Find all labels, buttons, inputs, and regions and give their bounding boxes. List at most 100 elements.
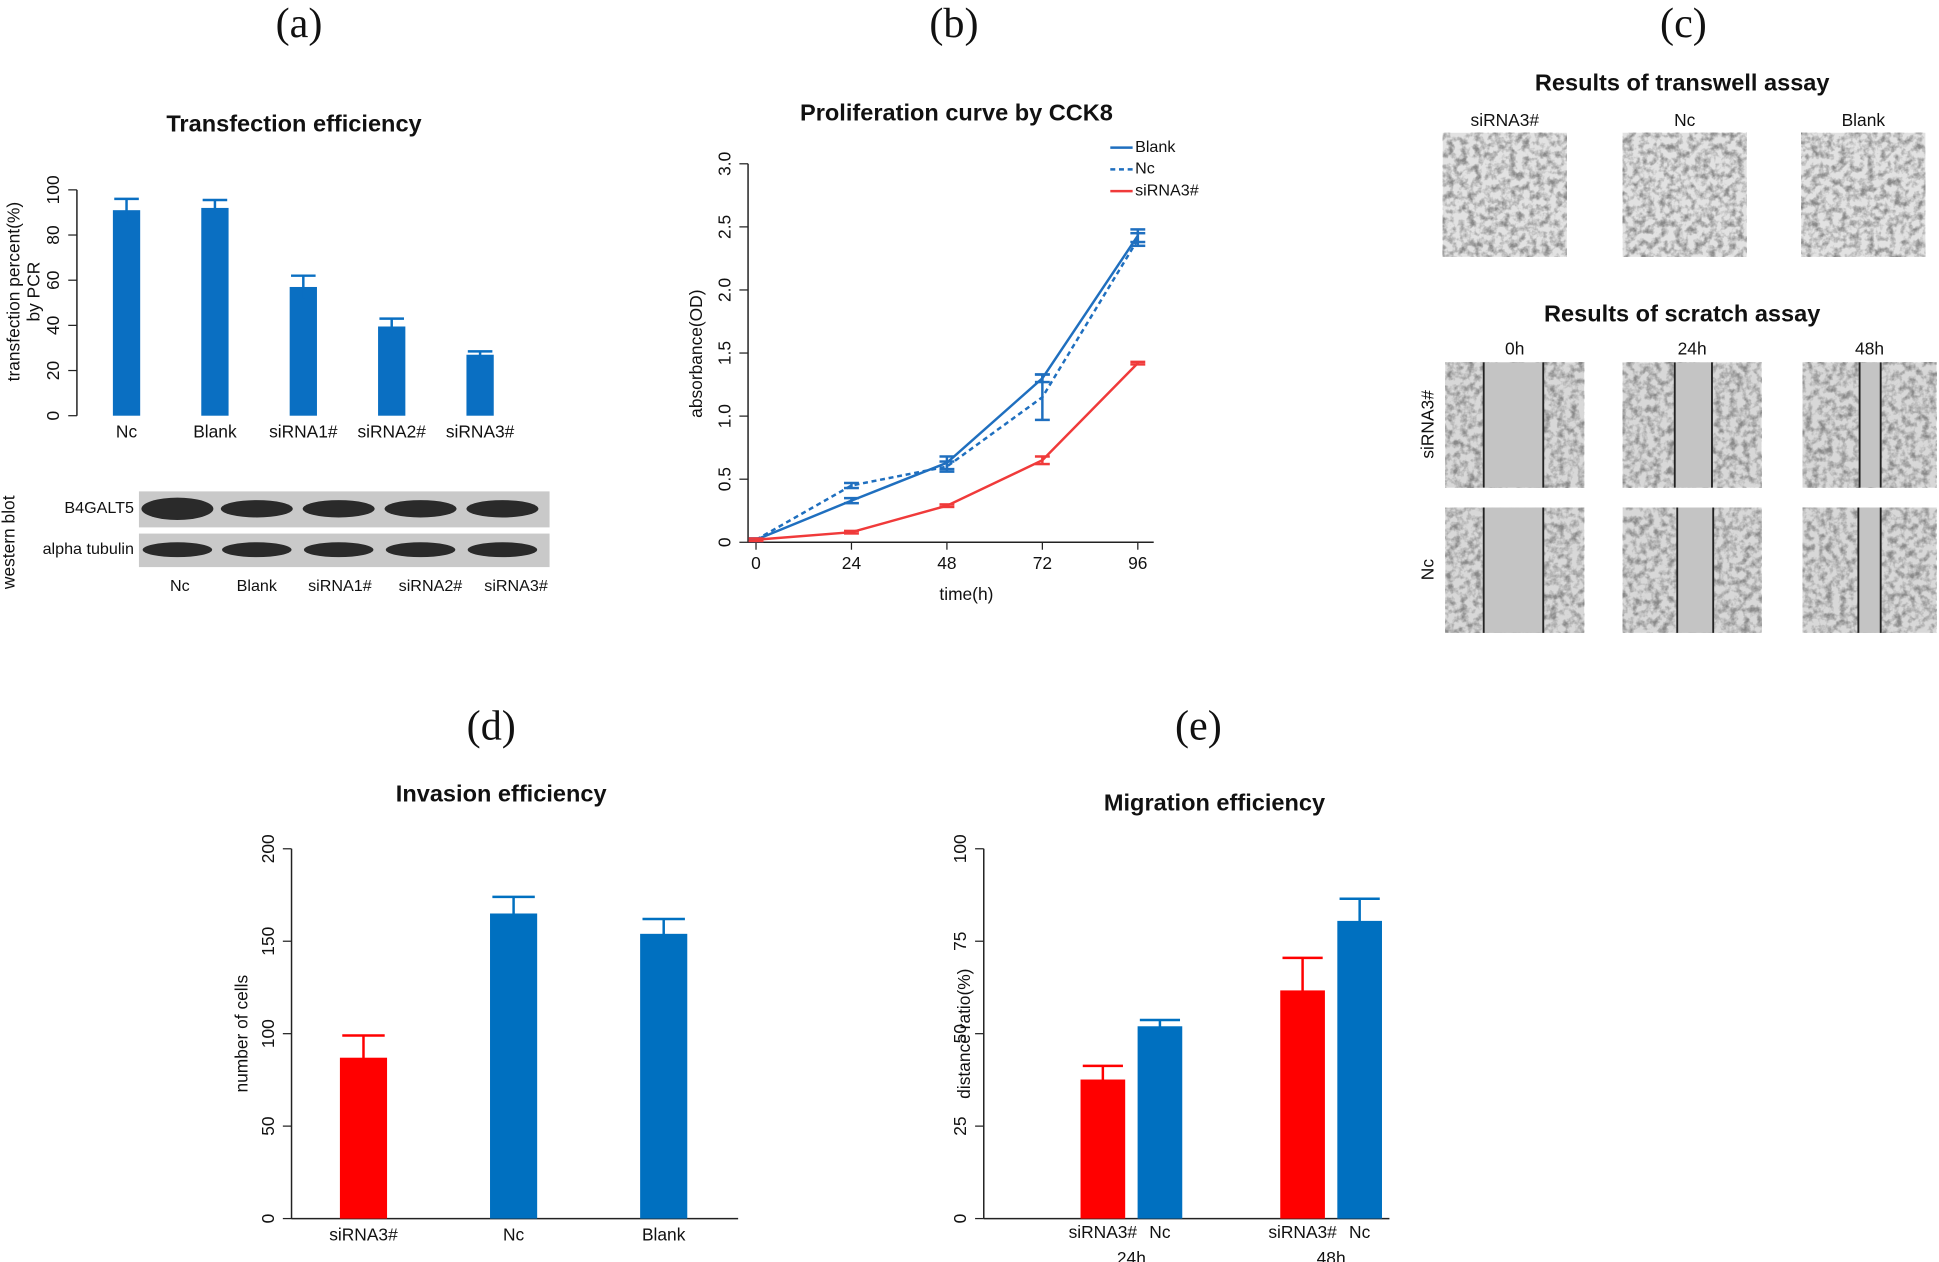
panel-label: (c) <box>1660 0 1707 47</box>
y-tick-label: 1.5 <box>714 341 734 365</box>
error-bar <box>1282 956 1323 1023</box>
y-tick-label: 0 <box>950 1214 970 1224</box>
micrograph-texture <box>1801 132 1926 257</box>
x-tick-label: Blank <box>642 1225 686 1245</box>
panel-label: (a) <box>276 0 323 47</box>
scratch-gap <box>1858 507 1881 633</box>
x-tick-label: 72 <box>1033 553 1052 573</box>
x-tick-label: 0 <box>751 553 761 573</box>
chart-title: Invasion efficiency <box>396 781 607 807</box>
error-bar <box>379 317 404 335</box>
error-bar <box>1082 1064 1123 1094</box>
x-axis-label: time(h) <box>939 584 993 604</box>
panel-label: (b) <box>929 0 978 47</box>
y-tick-label: 0.5 <box>714 467 734 491</box>
bar <box>466 354 494 416</box>
y-axis-label: number of cells <box>232 974 252 1092</box>
y-tick-label: 50 <box>258 1116 278 1135</box>
y-tick-label: 3.0 <box>714 152 734 176</box>
x-tick-label: Nc <box>116 422 138 442</box>
error-bar <box>1034 455 1050 466</box>
blot-band <box>303 542 374 558</box>
blot-lane-label: siRNA2# <box>399 577 463 595</box>
row-label: Nc <box>1418 559 1438 581</box>
panel-label: (e) <box>1175 702 1222 749</box>
section-title: Results of transwell assay <box>1535 70 1830 96</box>
y-tick-label: 0 <box>258 1214 278 1224</box>
y-tick-label: 2.5 <box>714 215 734 239</box>
error-bar <box>844 481 859 490</box>
y-tick-label: 200 <box>258 834 278 863</box>
error-bar <box>939 503 955 509</box>
panel-label: (d) <box>467 702 516 749</box>
error-bar <box>844 496 859 505</box>
error-bar <box>342 1034 385 1080</box>
y-axis-label: by PCR <box>23 262 43 322</box>
chart-title: Proliferation curve by CCK8 <box>800 99 1113 125</box>
error-bar <box>492 895 535 931</box>
error-bar <box>1034 373 1050 422</box>
y-tick-label: 80 <box>43 225 63 244</box>
line <box>755 238 1139 541</box>
x-tick-label: siRNA2# <box>357 422 426 442</box>
x-tick-label: 48 <box>937 553 956 573</box>
column-label: 48h <box>1855 339 1884 359</box>
scratch-gap <box>1677 507 1714 633</box>
column-label: 24h <box>1678 339 1707 359</box>
blot-lane-label: Blank <box>237 577 278 595</box>
blot-axis-label: western blot <box>0 495 19 590</box>
y-tick-label: 0 <box>714 537 734 547</box>
blot-lane-label: siRNA3# <box>484 577 548 595</box>
x-tick-label: siRNA1# <box>269 422 338 442</box>
blot-band <box>142 542 213 558</box>
error-bar <box>642 917 685 949</box>
blot-band <box>141 497 214 520</box>
bar <box>1337 920 1382 1219</box>
x-tick-label: Nc <box>503 1225 525 1245</box>
error-bar <box>1339 897 1380 944</box>
y-tick-label: 2.0 <box>714 278 734 302</box>
bar <box>1137 1026 1183 1219</box>
y-axis-label: absorbance(OD) <box>686 289 706 417</box>
x-tick-label: 24 <box>842 553 862 573</box>
y-tick-label: 25 <box>950 1116 970 1135</box>
error-bar <box>1130 360 1146 366</box>
bar <box>490 913 538 1219</box>
error-bar <box>1139 1018 1181 1033</box>
blot-band <box>222 542 292 558</box>
chart-title: Transfection efficiency <box>166 111 421 137</box>
legend-label: Blank <box>1135 138 1176 156</box>
bar <box>201 207 229 416</box>
micrograph-texture <box>1442 132 1567 257</box>
blot-band <box>467 542 538 558</box>
y-tick-label: 75 <box>950 932 970 951</box>
x-tick-label: Blank <box>193 422 237 442</box>
series-label: Nc <box>1349 1222 1371 1242</box>
bar <box>1280 990 1325 1219</box>
chart-title: Migration efficiency <box>1104 789 1325 815</box>
x-tick-label: 48h <box>1317 1248 1346 1262</box>
blot-row-label: B4GALT5 <box>64 499 134 517</box>
row-label: siRNA3# <box>1418 390 1438 459</box>
line <box>755 362 1139 541</box>
error-bar <box>291 274 316 299</box>
blot-band <box>302 500 375 518</box>
blot-band <box>220 500 293 518</box>
y-tick-label: 100 <box>43 175 63 204</box>
blot-lane-label: Nc <box>170 577 190 595</box>
scratch-gap <box>1483 362 1544 488</box>
micrograph-texture <box>1622 132 1747 257</box>
x-tick-label: 24h <box>1117 1248 1146 1262</box>
y-tick-label: 150 <box>258 927 278 956</box>
y-tick-label: 60 <box>43 271 63 290</box>
bar <box>339 1057 388 1219</box>
legend-label: Nc <box>1135 160 1155 178</box>
column-label: 0h <box>1505 339 1524 359</box>
y-tick-label: 1.0 <box>714 404 734 428</box>
blot-lane-label: siRNA1# <box>308 577 372 595</box>
error-bar <box>939 460 955 473</box>
bar <box>1080 1079 1126 1219</box>
y-tick-label: 50 <box>950 1024 970 1043</box>
